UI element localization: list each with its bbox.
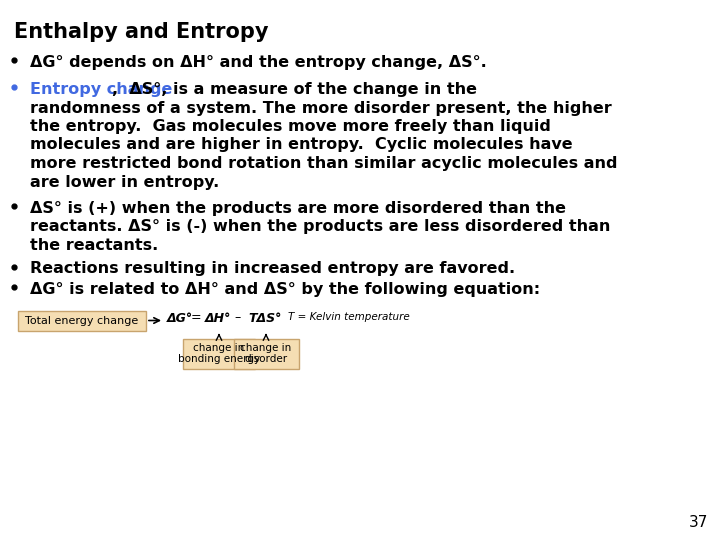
- Text: ΔG° is related to ΔH° and ΔS° by the following equation:: ΔG° is related to ΔH° and ΔS° by the fol…: [30, 282, 540, 297]
- Text: –: –: [234, 312, 240, 325]
- Text: are lower in entropy.: are lower in entropy.: [30, 174, 220, 190]
- Text: randomness of a system. The more disorder present, the higher: randomness of a system. The more disorde…: [30, 100, 612, 116]
- Text: Enthalpy and Entropy: Enthalpy and Entropy: [14, 22, 269, 42]
- Text: molecules and are higher in entropy.  Cyclic molecules have: molecules and are higher in entropy. Cyc…: [30, 138, 572, 152]
- FancyBboxPatch shape: [183, 339, 255, 368]
- Text: ΔS° is (+) when the products are more disordered than the: ΔS° is (+) when the products are more di…: [30, 201, 566, 216]
- FancyBboxPatch shape: [18, 310, 146, 330]
- Text: ΔG° depends on ΔH° and the entropy change, ΔS°.: ΔG° depends on ΔH° and the entropy chang…: [30, 55, 487, 70]
- Text: ΔG°: ΔG°: [167, 312, 193, 325]
- Text: the entropy.  Gas molecules move more freely than liquid: the entropy. Gas molecules move more fre…: [30, 119, 551, 134]
- Text: 37: 37: [688, 515, 708, 530]
- Text: the reactants.: the reactants.: [30, 238, 158, 253]
- Text: =: =: [191, 312, 202, 325]
- Text: T = Kelvin temperature: T = Kelvin temperature: [288, 312, 410, 321]
- Text: Entropy change: Entropy change: [30, 82, 172, 97]
- Text: ΔH°: ΔH°: [205, 312, 231, 325]
- Text: reactants. ΔS° is (-) when the products are less disordered than: reactants. ΔS° is (-) when the products …: [30, 219, 611, 234]
- Text: more restricted bond rotation than similar acyclic molecules and: more restricted bond rotation than simil…: [30, 156, 618, 171]
- Text: Reactions resulting in increased entropy are favored.: Reactions resulting in increased entropy…: [30, 261, 515, 276]
- Text: change in
bonding energy: change in bonding energy: [178, 343, 260, 364]
- Text: change in
disorder: change in disorder: [240, 343, 292, 364]
- Text: TΔS°: TΔS°: [248, 312, 282, 325]
- FancyBboxPatch shape: [233, 339, 299, 368]
- Text: Total energy change: Total energy change: [25, 315, 139, 326]
- Text: ,  ΔS°, is a measure of the change in the: , ΔS°, is a measure of the change in the: [112, 82, 477, 97]
